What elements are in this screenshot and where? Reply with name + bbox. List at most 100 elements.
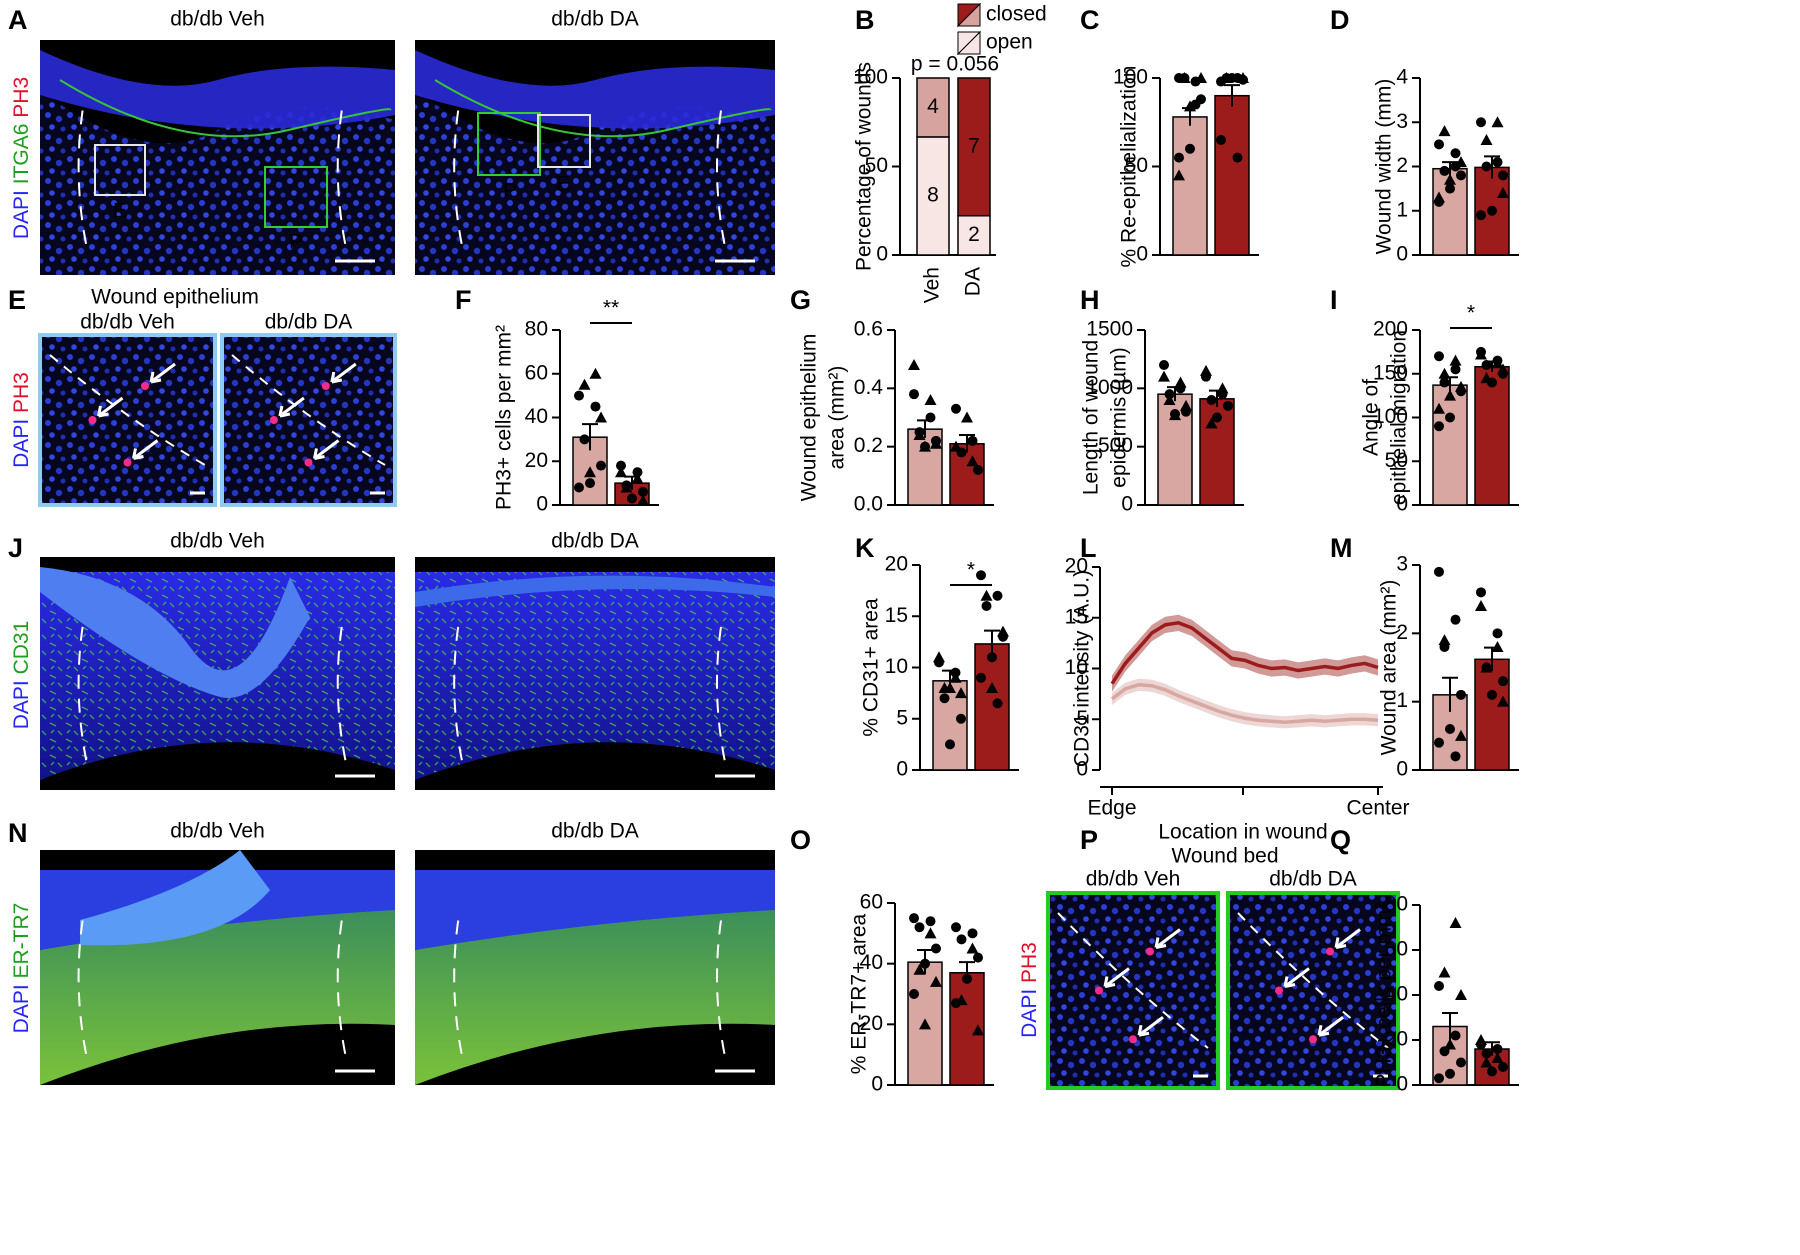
data-point <box>973 465 983 475</box>
panel-heading: Wound bed <box>1171 845 1278 868</box>
inset-box <box>477 112 541 176</box>
data-point <box>1195 72 1207 83</box>
epidermis <box>415 870 775 950</box>
data-point <box>925 916 936 927</box>
stain-word: PH3 <box>1018 942 1041 983</box>
y-axis-label: Wound epithelium <box>798 334 821 502</box>
dashed-boundary <box>77 626 89 767</box>
micrograph <box>415 850 775 1085</box>
dashed-boundary <box>336 110 348 252</box>
cell <box>1309 1035 1317 1044</box>
data-point <box>615 466 627 478</box>
data-point <box>1450 1030 1461 1041</box>
inset-label: E <box>556 173 570 196</box>
bar <box>1474 658 1510 771</box>
panel-letter: O <box>790 825 811 855</box>
data-point <box>1476 210 1486 221</box>
data-point <box>924 394 937 405</box>
dashed-boundary <box>453 626 465 767</box>
bar <box>1214 94 1250 256</box>
dashed-boundary <box>716 920 727 1062</box>
epidermis <box>40 50 395 129</box>
bar-segment <box>957 77 991 217</box>
error-band <box>1112 678 1378 729</box>
data-point <box>1184 100 1196 112</box>
data-point <box>1163 394 1176 405</box>
tissue <box>415 90 775 275</box>
data-point <box>987 652 997 663</box>
data-point <box>950 440 962 452</box>
y-tick-label: 0.0 <box>854 493 883 516</box>
y-tick-label: 4 <box>1396 66 1408 89</box>
data-point <box>1481 161 1492 172</box>
arrow <box>330 362 357 384</box>
micrograph <box>220 333 397 507</box>
y-axis-label: PH3+ cells per mm² <box>493 325 516 510</box>
data-point <box>951 403 961 414</box>
itga6 <box>59 79 392 138</box>
y-tick-label: 1 <box>1396 198 1408 221</box>
y-tick-label: 40 <box>525 405 548 428</box>
dermis <box>415 910 775 1085</box>
data-point <box>1445 183 1455 194</box>
scab <box>80 850 270 946</box>
inset-label: P <box>289 231 303 254</box>
image-title: db/db Veh <box>170 820 265 843</box>
data-point <box>1487 1066 1497 1077</box>
data-point <box>1456 689 1466 700</box>
data-point <box>980 589 993 601</box>
data-point <box>584 466 596 478</box>
cell <box>321 382 330 390</box>
panel-letter: N <box>8 818 28 848</box>
data-point <box>1434 981 1444 991</box>
stain-word: ITGA6 <box>10 124 33 185</box>
data-point <box>1450 364 1461 375</box>
significance: * <box>967 559 975 582</box>
data-point <box>1200 364 1212 376</box>
data-point <box>1491 641 1504 652</box>
data-point <box>590 401 601 412</box>
data-point <box>1449 917 1462 928</box>
data-point <box>1444 1038 1456 1050</box>
data-point <box>595 411 607 423</box>
y-tick-label: 0.6 <box>854 318 883 341</box>
image <box>1226 891 1400 1090</box>
y-tick-label: 0 <box>1076 758 1088 781</box>
cell <box>123 458 132 467</box>
arrow <box>1317 1016 1344 1037</box>
data-point <box>966 942 979 954</box>
y-tick-label: 0 <box>1396 493 1408 516</box>
y-tick-label: 0 <box>1396 1073 1408 1096</box>
y-tick-label: 1 <box>1396 689 1408 712</box>
data-point <box>1206 395 1217 405</box>
y-tick-label: 0 <box>871 1073 883 1096</box>
cell <box>1095 986 1103 995</box>
error-bar <box>1484 155 1500 179</box>
dashed-boundary <box>231 354 386 466</box>
data-point <box>1220 72 1233 83</box>
data-point <box>986 682 998 693</box>
image <box>220 333 397 507</box>
arrow <box>1283 967 1310 988</box>
y-axis-label: area (mm²) <box>826 366 849 470</box>
panel-letter: A <box>8 5 28 35</box>
stain-label: DAPI PH3 <box>10 372 33 468</box>
scab <box>415 575 775 607</box>
micrograph <box>1226 891 1400 1090</box>
arrow <box>97 396 124 418</box>
data-point <box>967 928 978 939</box>
stain-word: DAPI <box>10 984 33 1033</box>
y-tick-label: 20 <box>525 449 548 472</box>
y-tick-label: 60 <box>860 891 883 914</box>
data-point <box>589 367 602 379</box>
inset-box <box>537 114 591 168</box>
data-point <box>1434 139 1444 150</box>
data-point <box>1449 354 1462 366</box>
data-point <box>1237 72 1249 83</box>
error-bar <box>1442 1012 1458 1040</box>
data-point <box>924 927 937 939</box>
data-point <box>1491 116 1504 128</box>
dashed-boundary <box>336 920 348 1062</box>
inset-label: E <box>113 200 127 223</box>
data-point <box>1434 1073 1444 1084</box>
